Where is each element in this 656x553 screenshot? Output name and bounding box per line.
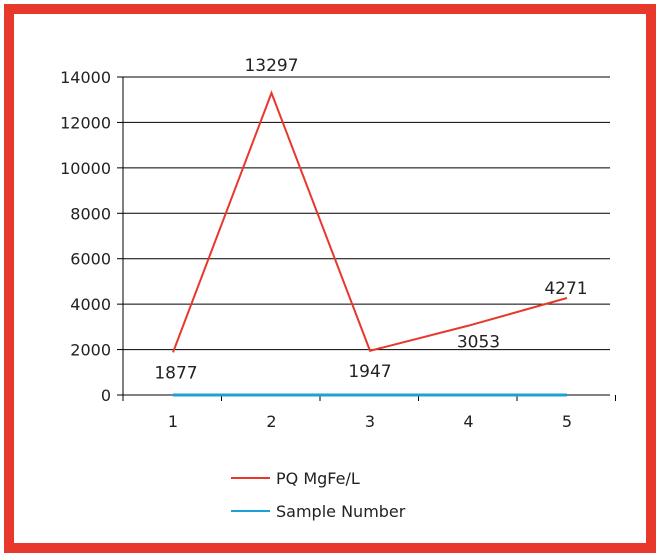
- x-tick-label: 5: [562, 412, 572, 431]
- legend-label-2: Sample Number: [276, 502, 406, 521]
- y-tick-label: 10000: [60, 159, 111, 178]
- data-label: 4271: [544, 279, 587, 299]
- y-tick-label: 4000: [70, 295, 111, 314]
- legend-label-1: PQ MgFe/L: [276, 469, 360, 488]
- x-tick-label: 4: [463, 412, 473, 431]
- chart-frame: [4, 4, 656, 553]
- data-label: 1947: [348, 362, 391, 382]
- y-tick-label: 6000: [70, 250, 111, 269]
- y-tick-label: 8000: [70, 204, 111, 223]
- data-label: 1877: [154, 363, 197, 383]
- x-tick-label: 2: [266, 412, 276, 431]
- y-tick-label: 14000: [60, 68, 111, 87]
- y-tick-label: 0: [101, 386, 111, 405]
- data-label: 13297: [244, 56, 298, 76]
- x-tick-label: 3: [365, 412, 375, 431]
- y-tick-label: 2000: [70, 341, 111, 360]
- series-line-1: [172, 90, 568, 353]
- data-label: 3053: [457, 333, 500, 353]
- y-tick-label: 12000: [60, 113, 111, 132]
- x-tick-label: 1: [168, 412, 178, 431]
